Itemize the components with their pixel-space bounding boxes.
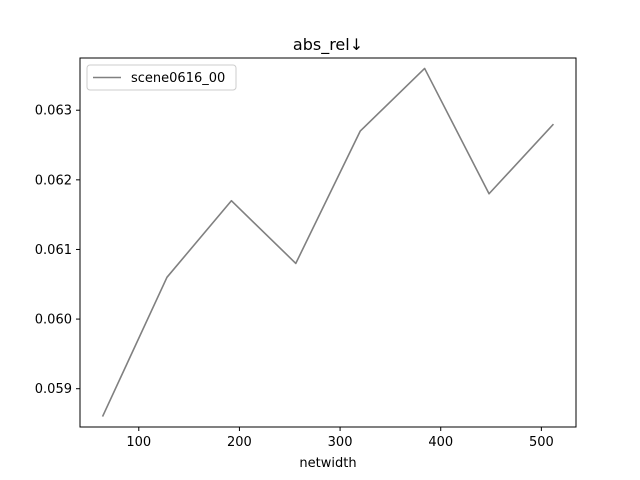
plot-frame (79, 57, 577, 428)
x-axis: 100 200 300 400 500 (126, 427, 554, 450)
y-tick-label: 0.061 (35, 243, 72, 258)
plot-area (80, 58, 576, 427)
x-tick-label: 500 (529, 435, 554, 450)
x-axis-label: netwidth (299, 456, 356, 471)
legend: scene0616_00 (86, 64, 237, 91)
marks-layer (101, 67, 555, 417)
series-line-scene0616_00 (101, 67, 555, 417)
y-tick-label: 0.063 (35, 104, 72, 119)
legend-box (86, 64, 237, 91)
y-tick-label: 0.059 (35, 382, 72, 397)
x-tick-label: 100 (126, 435, 151, 450)
y-axis: 0.059 0.060 0.061 0.062 0.063 (35, 104, 80, 397)
legend-label: scene0616_00 (131, 71, 225, 86)
y-tick-label: 0.060 (35, 313, 72, 328)
x-tick-label: 300 (328, 435, 353, 450)
x-tick-label: 400 (428, 435, 453, 450)
chart-title: abs_rel↓ (293, 35, 363, 55)
x-tick-label: 200 (227, 435, 252, 450)
y-tick-label: 0.062 (35, 173, 72, 188)
